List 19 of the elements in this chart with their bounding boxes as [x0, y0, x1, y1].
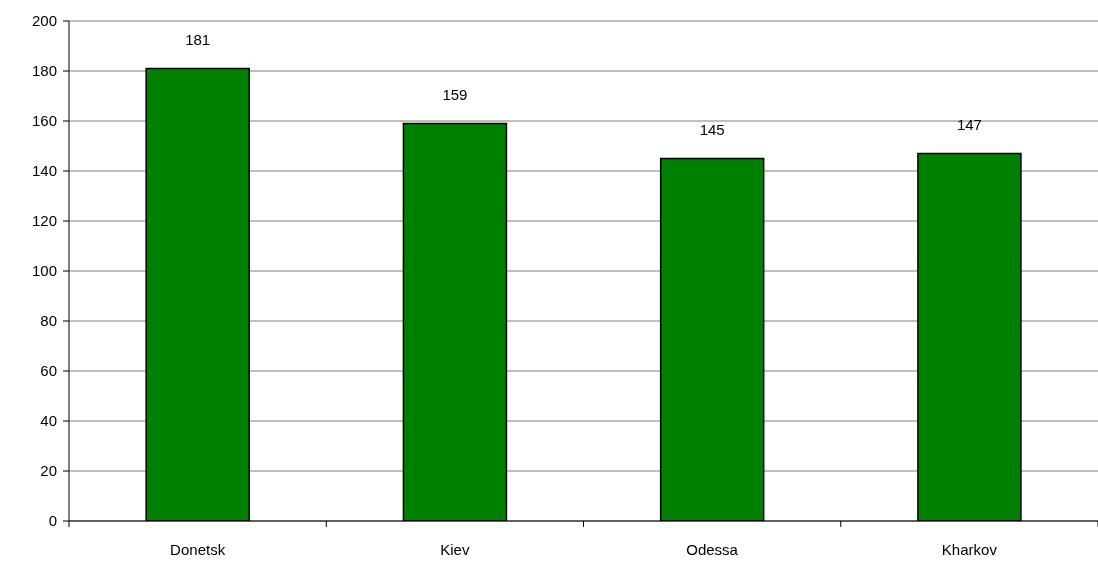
y-tick-label: 200 — [31, 12, 57, 30]
y-tick-label: 100 — [31, 262, 57, 280]
y-tick-label: 80 — [40, 312, 57, 330]
x-tick-label: Odessa — [686, 541, 739, 558]
data-label: 145 — [699, 120, 725, 138]
x-tick-label: Kiev — [440, 541, 470, 558]
y-tick-label: 160 — [31, 112, 57, 130]
x-tick-label: Kharkov — [941, 541, 998, 558]
data-label: 181 — [185, 30, 211, 48]
y-tick-label: 0 — [48, 512, 57, 530]
x-tick-label: Donetsk — [170, 541, 226, 558]
y-tick-label: 180 — [31, 62, 57, 80]
data-label: 159 — [442, 85, 468, 103]
y-tick-label: 140 — [31, 162, 57, 180]
data-label: 147 — [956, 115, 982, 133]
y-tick-label: 20 — [40, 462, 57, 480]
y-tick-label: 40 — [40, 412, 57, 430]
y-tick-label: 120 — [31, 212, 57, 230]
y-tick-label: 60 — [40, 362, 57, 380]
